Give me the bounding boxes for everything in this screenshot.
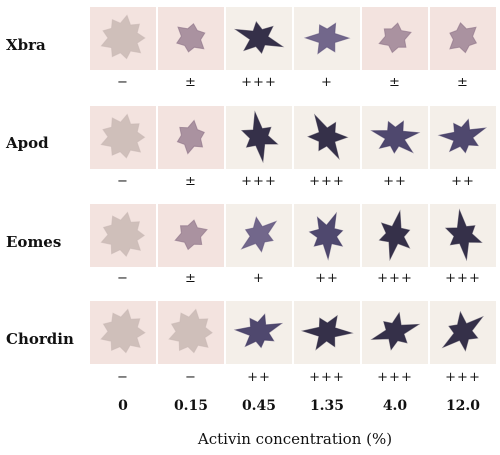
- concentration-label-5: 12.0: [445, 398, 481, 414]
- explant-image-xbra-3: [294, 7, 360, 70]
- expression-score-apod-5: ++: [451, 174, 475, 189]
- concentration-label-2: 0.45: [241, 398, 277, 414]
- concentration-label-1: 0.15: [173, 398, 209, 414]
- concentration-label-3: 1.35: [309, 398, 345, 414]
- explant-image-eomes-2: [226, 204, 292, 267]
- explant-image-xbra-5: [430, 7, 496, 70]
- explant-image-apod-2: [226, 106, 292, 169]
- explant-image-chordin-1: [158, 301, 224, 364]
- explant-image-eomes-5: [430, 204, 496, 267]
- expression-score-eomes-1: ±: [185, 271, 197, 286]
- expression-score-apod-4: ++: [383, 174, 407, 189]
- explant-image-apod-5: [430, 106, 496, 169]
- explant-image-apod-4: [362, 106, 428, 169]
- expression-score-apod-3: +++: [309, 174, 345, 189]
- explant-image-apod-1: [158, 106, 224, 169]
- expression-score-xbra-0: −: [117, 75, 129, 90]
- expression-score-chordin-3: +++: [309, 370, 345, 385]
- expression-score-eomes-4: +++: [377, 271, 413, 286]
- explant-image-eomes-3: [294, 204, 360, 267]
- explant-image-xbra-4: [362, 7, 428, 70]
- expression-score-xbra-3: +: [321, 75, 333, 90]
- expression-score-apod-1: ±: [185, 174, 197, 189]
- explant-image-eomes-0: [90, 204, 156, 267]
- expression-score-xbra-2: +++: [241, 75, 277, 90]
- explant-image-chordin-5: [430, 301, 496, 364]
- expression-score-apod-2: +++: [241, 174, 277, 189]
- explant-image-eomes-1: [158, 204, 224, 267]
- expression-score-chordin-0: −: [117, 370, 129, 385]
- expression-score-eomes-0: −: [117, 271, 129, 286]
- expression-score-chordin-1: −: [185, 370, 197, 385]
- expression-score-xbra-5: ±: [457, 75, 469, 90]
- explant-image-apod-0: [90, 106, 156, 169]
- explant-image-eomes-4: [362, 204, 428, 267]
- concentration-label-0: 0: [118, 398, 128, 414]
- concentration-label-4: 4.0: [382, 398, 408, 414]
- explant-image-chordin-4: [362, 301, 428, 364]
- gene-label-chordin: Chordin: [6, 330, 74, 348]
- expression-score-chordin-5: +++: [445, 370, 481, 385]
- expression-score-xbra-1: ±: [185, 75, 197, 90]
- explant-image-xbra-0: [90, 7, 156, 70]
- explant-image-chordin-3: [294, 301, 360, 364]
- explant-image-xbra-2: [226, 7, 292, 70]
- expression-score-eomes-5: +++: [445, 271, 481, 286]
- explant-image-chordin-2: [226, 301, 292, 364]
- axis-title: Activin concentration (%): [197, 430, 393, 448]
- expression-score-chordin-4: +++: [377, 370, 413, 385]
- gene-label-xbra: Xbra: [6, 36, 46, 54]
- explant-image-chordin-0: [90, 301, 156, 364]
- gene-label-apod: Apod: [6, 134, 49, 152]
- explant-image-apod-3: [294, 106, 360, 169]
- expression-score-chordin-2: ++: [247, 370, 271, 385]
- gene-label-eomes: Eomes: [6, 233, 62, 251]
- expression-score-eomes-2: +: [253, 271, 265, 286]
- explant-image-xbra-1: [158, 7, 224, 70]
- expression-score-eomes-3: ++: [315, 271, 339, 286]
- expression-score-apod-0: −: [117, 174, 129, 189]
- expression-score-xbra-4: ±: [389, 75, 401, 90]
